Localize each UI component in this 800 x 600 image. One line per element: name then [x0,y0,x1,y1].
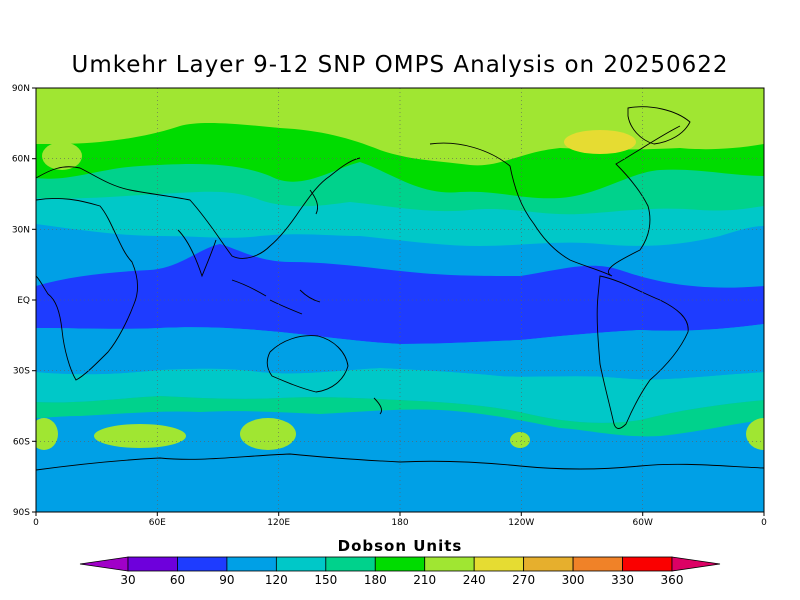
lon-labels: 0 60E 120E 180 120W 60W 0 [33,518,767,528]
lat-label: 90N [12,84,30,94]
colorbar-swatch [226,556,277,572]
coastlines [36,106,764,471]
lon-label: 60W [633,518,653,528]
colorbar-tick-label: 180 [364,573,387,587]
colorbar-swatch [424,556,475,572]
colorbar-title: Dobson Units [337,537,463,555]
lat-label: EQ [17,296,30,306]
colorbar-swatch [622,556,673,572]
patch-210-240-b [240,418,296,450]
colorbar-under-triangle [79,556,129,572]
patch-210-240-f [42,142,82,170]
lon-label: 120E [267,518,290,528]
band-120-150-south [36,368,764,423]
lat-label: 60S [13,437,30,447]
axis-tick-marks [32,87,765,516]
lat-label: 30S [13,367,30,377]
lat-label: 30N [12,225,30,235]
patch-210-240-d [746,418,764,450]
lat-labels: 90N 60N 30N EQ 30S 60S 90S [12,84,30,518]
colorbar-swatch [473,556,525,572]
map-field [36,88,764,512]
colorbar-tick-label: 360 [661,573,684,587]
colorbar-tick-label: 90 [219,573,234,587]
colorbar: 30 60 90 120 150 180 210 240 270 300 330 360 [79,556,721,587]
colorbar-tick-label: 240 [463,573,486,587]
patch-210-240-a [94,424,186,448]
lat-label: 90S [13,508,30,518]
band-150-180-south [36,396,764,437]
band-240-270 [564,130,636,154]
chart-title: Umkehr Layer 9-12 SNP OMPS Analysis on 2… [71,52,729,78]
colorbar-over-triangle [671,556,721,572]
lon-label: 60E [149,518,166,528]
colorbar-tick-label: 330 [611,573,634,587]
colorbar-tick-label: 150 [314,573,337,587]
colorbar-tick-label: 120 [265,573,288,587]
colorbar-swatch [127,556,178,572]
gridlines [36,88,764,512]
colorbar-tick-label: 300 [562,573,585,587]
colorbar-tick-label: 270 [512,573,535,587]
colorbar-swatch [572,556,623,572]
lon-label: 0 [761,518,767,528]
patch-210-240-e [36,418,58,450]
colorbar-tick-label: 60 [170,573,185,587]
patch-210-240-c [510,432,530,448]
lat-label: 60N [12,155,30,165]
lon-label: 180 [391,518,408,528]
colorbar-tick-label: 30 [120,573,135,587]
colorbar-tick-label: 210 [413,573,436,587]
band-90-120-south-fill [36,324,764,380]
band-60-90 [36,244,764,344]
colorbar-swatch [177,556,228,572]
colorbar-swatch [523,556,574,572]
lon-label: 120W [508,518,534,528]
colorbar-swatch [275,556,327,572]
colorbar-swatch [374,556,426,572]
lon-label: 0 [33,518,39,528]
colorbar-swatch [325,556,376,572]
